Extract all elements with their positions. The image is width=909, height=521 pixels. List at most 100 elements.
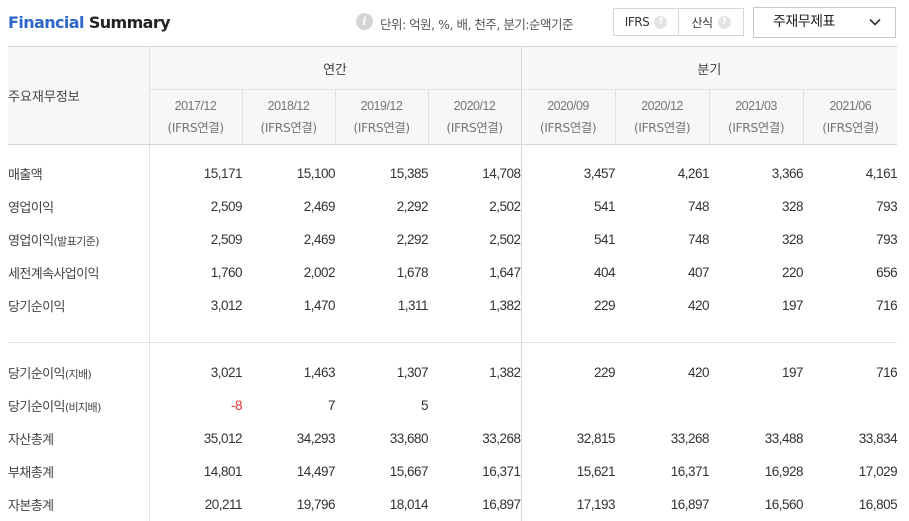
table-cell: 716 [876, 298, 898, 313]
table-row: 당기순이익(지배) 3,021 1,463 1,307 1,382 229 420 197 71… [8, 356, 898, 389]
table-cell [428, 389, 521, 422]
table-cell: 33,268 [670, 431, 710, 446]
table-cell: 16,897 [482, 497, 521, 512]
table-cell: 328 [782, 199, 804, 214]
table-cell: 229 [520, 356, 616, 389]
column-header: 2018/12 (IFRS연결) [241, 89, 335, 145]
row-label-text: 부채총계 [8, 466, 54, 481]
table-cell: 20,211 [148, 488, 243, 521]
table-cell [520, 389, 616, 422]
column-period: 2020/12 [453, 99, 496, 113]
table-cell: 3,012 [148, 289, 243, 322]
table-cell [803, 389, 897, 422]
row-label: 당기순이익(비지배) [8, 389, 149, 422]
chevron-down-icon [869, 18, 881, 26]
page-title: Financial Summary [8, 13, 171, 32]
row-label: 매출액 [8, 157, 149, 190]
column-basis: (IFRS연결) [353, 120, 410, 135]
financial-table: 주요재무정보 연간 분기 2017/12 (IFRS연결) 2018/12 (IFRS… [8, 46, 898, 521]
table-cell: 2,502 [489, 199, 521, 214]
table-cell: 15,385 [389, 166, 429, 181]
table-cell: 2,002 [303, 265, 336, 280]
table-cell [709, 389, 803, 422]
table-cell: 16,897 [670, 497, 710, 512]
title-financial: Financial [8, 13, 84, 32]
table-cell: 5 [420, 398, 429, 413]
table-cell: 2,469 [303, 232, 336, 247]
column-period: 2020/09 [547, 99, 589, 113]
info-icon[interactable]: i [356, 13, 373, 30]
table-cell: 15,621 [520, 455, 616, 488]
table-cell: 3,457 [520, 157, 616, 190]
column-header: 2020/09 (IFRS연결) [520, 89, 616, 145]
table-cell: 1,307 [396, 365, 429, 380]
table-cell: 33,268 [482, 431, 521, 446]
statement-select[interactable]: 주재무제표 [753, 7, 896, 38]
row-label-text: 당기순이익 [8, 300, 65, 315]
row-header-label: 주요재무정보 [8, 46, 149, 145]
table-cell: 14,708 [482, 166, 521, 181]
table-cell: 3,021 [148, 356, 243, 389]
row-label: 영업이익 [8, 190, 149, 223]
help-icon[interactable]: ? [717, 15, 731, 29]
table-cell: 420 [688, 298, 710, 313]
table-cell: 34,293 [296, 431, 336, 446]
row-label: 자본총계 [8, 488, 149, 521]
row-label-text: 매출액 [8, 168, 43, 183]
row-label: 자산총계 [8, 422, 149, 455]
row-label-text: 자산총계 [8, 433, 54, 448]
table-cell: 220 [782, 265, 804, 280]
column-period: 2021/06 [829, 99, 872, 113]
table-cell: 328 [782, 232, 804, 247]
table-cell: 1,760 [148, 256, 243, 289]
table-cell: 2,292 [396, 232, 429, 247]
table-cell: 32,815 [520, 422, 616, 455]
table-cell: 1,678 [396, 265, 429, 280]
table-cell: 16,805 [858, 497, 898, 512]
table-cell: 748 [688, 199, 710, 214]
table-cell: 793 [876, 232, 898, 247]
column-period: 2017/12 [174, 99, 217, 113]
table-cell: 16,371 [670, 464, 710, 479]
help-icon[interactable]: ? [654, 15, 668, 29]
toggle-formula[interactable]: 산식 ? [678, 9, 743, 35]
row-label: 당기순이익 [8, 289, 149, 322]
table-cell: 16,371 [482, 464, 521, 479]
column-header: 2017/12 (IFRS연결) [148, 89, 242, 145]
standard-toggle: IFRS ? 산식 ? [613, 8, 744, 36]
column-header: 2021/06 (IFRS연결) [802, 89, 898, 145]
column-period: 2019/12 [360, 99, 403, 113]
table-cell: 656 [876, 265, 898, 280]
row-label-suffix: (비지배) [64, 401, 102, 414]
table-row: 당기순이익(비지배) -8 7 5 [8, 389, 897, 422]
table-cell: 1,311 [397, 298, 429, 313]
table-cell: 3,366 [771, 166, 804, 181]
column-period: 2018/12 [267, 99, 310, 113]
column-header: 2020/12 (IFRS연결) [427, 89, 522, 145]
table-cell: 793 [876, 199, 898, 214]
table-cell: 33,680 [389, 431, 429, 446]
unit-text: 단위: 억원, %, 배, 천주, 분기:순액기준 [380, 17, 574, 32]
column-basis: (IFRS연결) [260, 120, 317, 135]
row-label-text: 영업이익 [8, 234, 54, 249]
table-row: 세전계속사업이익 1,760 2,002 1,678 1,647 404 407 220 656 [8, 256, 898, 289]
table-cell: 1,382 [489, 365, 521, 380]
table-cell [615, 389, 709, 422]
table-cell: 229 [520, 289, 616, 322]
table-cell: 15,100 [296, 166, 336, 181]
table-cell: 17,193 [520, 488, 616, 521]
table-cell: 4,161 [865, 166, 898, 181]
table-cell: 1,463 [303, 365, 336, 380]
table-cell: 2,502 [489, 232, 521, 247]
statement-select-value: 주재무제표 [773, 14, 835, 30]
table-cell: 14,497 [296, 464, 336, 479]
column-basis: (IFRS연결) [539, 120, 597, 135]
table-cell: 16,560 [764, 497, 804, 512]
table-cell: 19,796 [296, 497, 336, 512]
column-header: 2021/03 (IFRS연결) [708, 89, 804, 145]
column-basis: (IFRS연결) [446, 120, 503, 135]
toggle-ifrs[interactable]: IFRS ? [614, 9, 678, 35]
table-cell: 407 [688, 265, 710, 280]
table-cell: 748 [688, 232, 710, 247]
row-label: 당기순이익(지배) [8, 356, 149, 389]
